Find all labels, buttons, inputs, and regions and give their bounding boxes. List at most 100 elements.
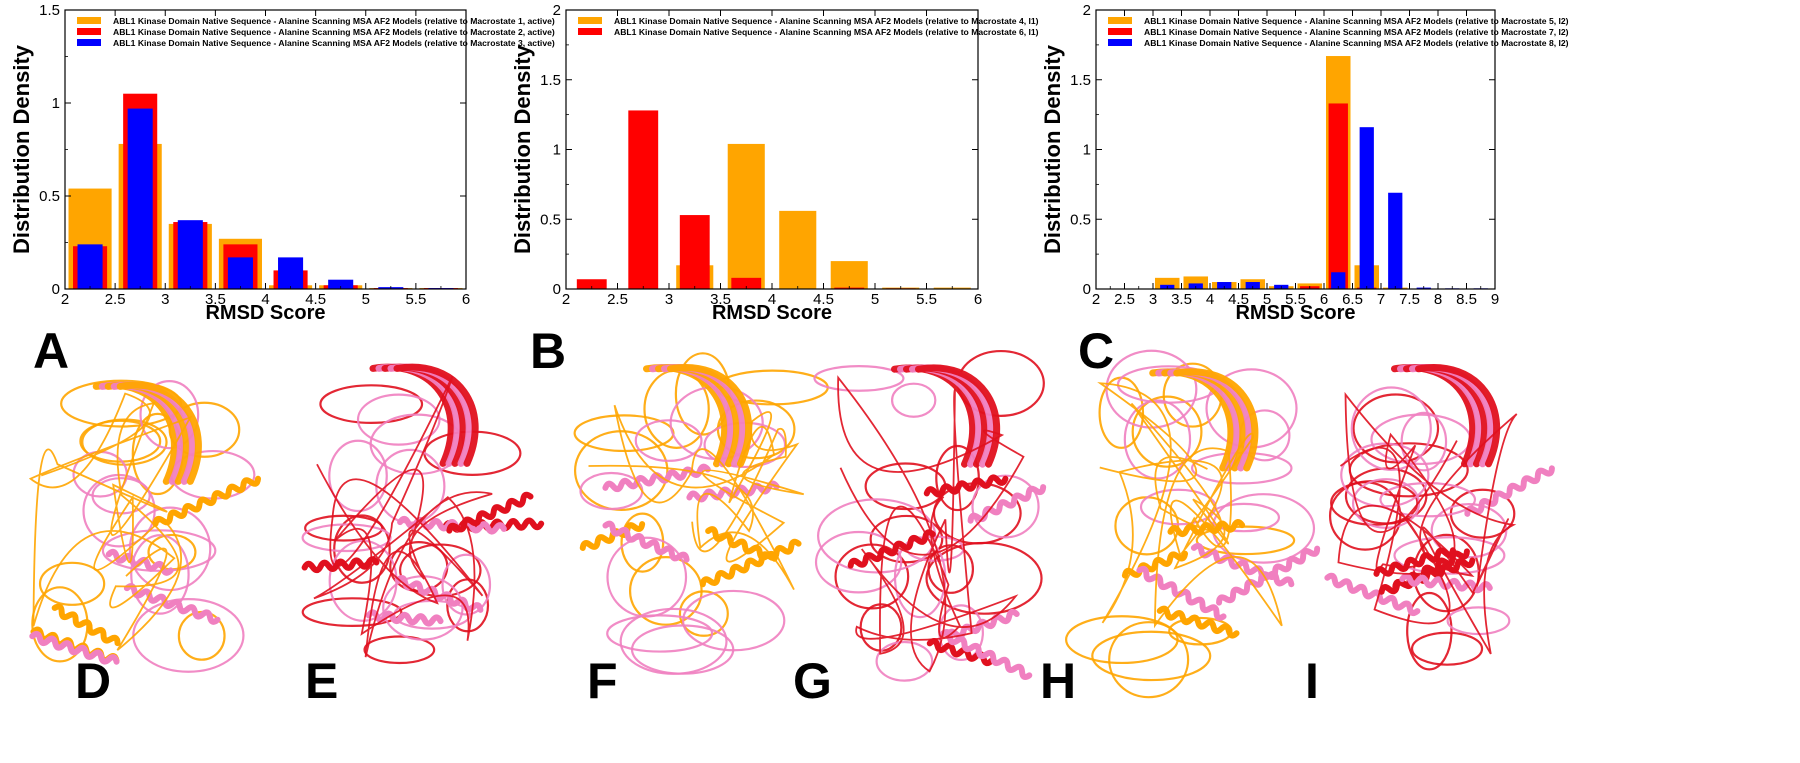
loop — [1195, 525, 1296, 556]
backbone-trace — [837, 375, 1025, 673]
beta-strand — [393, 363, 479, 467]
x-tick-label: 9 — [1491, 291, 1499, 308]
bar-b-s2-4 — [731, 277, 762, 289]
loop — [1340, 442, 1430, 508]
panel-letter-f: F — [587, 653, 618, 709]
x-tick-label: 3.5 — [1171, 291, 1192, 308]
loop — [1065, 615, 1179, 665]
loop — [1406, 591, 1453, 671]
loop — [875, 640, 934, 682]
y-tick-label: 1 — [1083, 142, 1091, 159]
loop — [301, 597, 403, 627]
loop — [1123, 399, 1192, 480]
alpha-helix — [967, 484, 1047, 524]
alpha-helix — [923, 474, 1009, 498]
bar-b-s1-3 — [779, 210, 817, 289]
structure-e — [301, 363, 545, 665]
panel-letter-g: G — [793, 653, 832, 709]
bar-b-s2-3 — [679, 215, 710, 289]
loop — [1393, 536, 1506, 575]
x-tick-label: 4.5 — [813, 291, 834, 308]
loop — [1114, 496, 1180, 556]
structure-g — [813, 349, 1047, 682]
x-tick-label: 8 — [1434, 291, 1442, 308]
backbone-trace — [1337, 391, 1518, 655]
loop — [79, 419, 162, 463]
y-axis-title: Distribution Density — [9, 44, 34, 254]
x-tick-label: 2.5 — [607, 291, 628, 308]
loop — [1352, 393, 1440, 464]
panel-letter-e: E — [305, 653, 338, 709]
panel-letters: A B CD E F G H I — [33, 323, 1319, 709]
legend-label: ABL1 Kinase Domain Native Sequence - Ala… — [113, 16, 555, 26]
alpha-helix — [1121, 550, 1189, 579]
panel-letter-b: B — [530, 323, 566, 379]
alpha-helix — [602, 520, 690, 563]
loop — [890, 382, 937, 418]
x-axis-title: RMSD Score — [1235, 302, 1355, 324]
legend-swatch — [77, 17, 101, 24]
bar-c-s3-6 — [1331, 272, 1346, 289]
bar-c-s3-3 — [1217, 282, 1232, 289]
alpha-helix — [123, 583, 221, 625]
loop — [1400, 411, 1448, 472]
bar-c-s1-1 — [1154, 277, 1180, 289]
alpha-helix — [705, 526, 778, 562]
loop — [813, 365, 905, 392]
bar-c-s3-7 — [1359, 127, 1374, 290]
x-tick-label: 3.5 — [205, 291, 226, 308]
legend-label: ABL1 Kinase Domain Native Sequence - Ala… — [1144, 16, 1569, 26]
legend-swatch — [1108, 17, 1132, 24]
alpha-helix — [1378, 557, 1476, 595]
loop — [333, 514, 391, 584]
alpha-helix — [579, 521, 646, 551]
loop — [1091, 630, 1212, 682]
loop — [1108, 621, 1190, 699]
loop — [301, 523, 392, 553]
x-tick-label: 5.5 — [405, 291, 426, 308]
legend-swatch — [77, 39, 101, 46]
y-tick-label: 0.5 — [1070, 211, 1091, 228]
legend-swatch — [1108, 39, 1132, 46]
alpha-helix — [1136, 565, 1227, 621]
loop — [1350, 386, 1432, 471]
legend-label: ABL1 Kinase Domain Native Sequence - Ala… — [1144, 27, 1569, 37]
alpha-helix — [847, 529, 936, 569]
legend-label: ABL1 Kinase Domain Native Sequence - Ala… — [113, 27, 555, 37]
bar-b-s2-2 — [628, 110, 659, 289]
legend-swatch — [77, 28, 101, 35]
loop — [1348, 442, 1469, 498]
x-tick-label: 5 — [1263, 291, 1271, 308]
loop — [606, 536, 688, 618]
x-tick-label: 8.5 — [1456, 291, 1477, 308]
x-tick-label: 5 — [871, 291, 879, 308]
loop — [356, 393, 441, 446]
loop — [1410, 631, 1484, 666]
loop — [579, 471, 644, 511]
panel-letter-i: I — [1305, 653, 1319, 709]
loop — [139, 380, 200, 450]
x-tick-label: 2 — [61, 291, 69, 308]
loop — [573, 430, 669, 512]
beta-strand — [1415, 364, 1501, 468]
backbone-trace — [313, 375, 493, 658]
x-tick-label: 2 — [1092, 291, 1100, 308]
x-tick-label: 4 — [261, 291, 269, 308]
y-tick-label: 1 — [553, 142, 561, 159]
x-tick-label: 4 — [768, 291, 776, 308]
bar-b-s1-2 — [727, 143, 765, 289]
loop — [328, 539, 398, 622]
bar-c-s2-2 — [1328, 103, 1348, 289]
bar-a-s3-4 — [227, 257, 253, 289]
beta-strand — [667, 364, 753, 468]
y-tick-label: 1.5 — [1070, 72, 1091, 89]
structure-h — [1065, 349, 1321, 699]
loop — [441, 553, 492, 616]
loop — [606, 614, 714, 653]
y-tick-label: 1 — [52, 95, 60, 112]
loop — [328, 439, 388, 513]
x-tick-label: 4 — [1206, 291, 1214, 308]
beta-strand — [116, 381, 202, 485]
loop — [1105, 349, 1198, 429]
panel-letter-c: C — [1078, 323, 1114, 379]
